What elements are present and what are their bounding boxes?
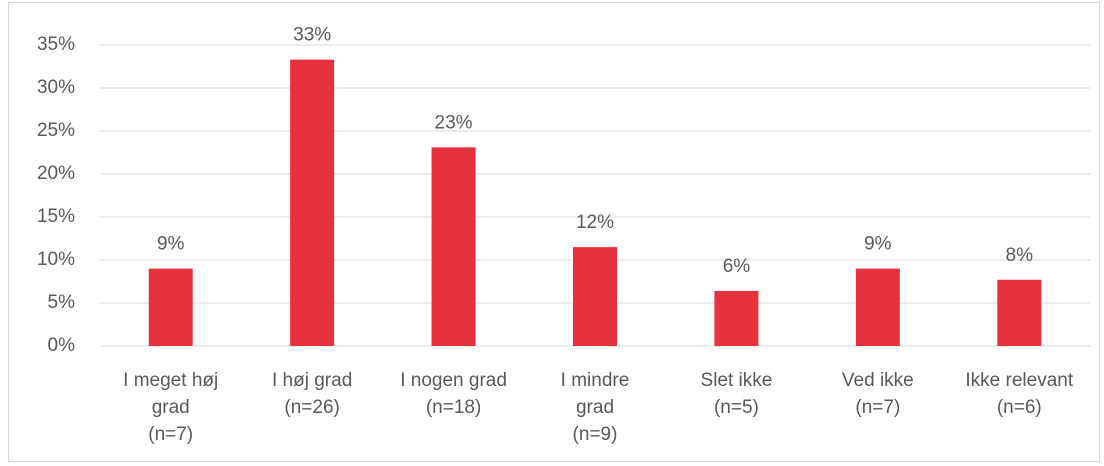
y-tick-label: 30% <box>37 77 75 98</box>
x-tick-label: I høj grad (n=26) <box>272 370 353 418</box>
data-label: 9% <box>157 234 185 255</box>
bar <box>714 290 759 346</box>
bar <box>431 147 476 346</box>
y-tick-label: 35% <box>37 34 75 55</box>
y-tick-label: 25% <box>37 120 75 141</box>
x-tick-label: Slet ikke (n=5) <box>700 370 773 418</box>
x-tick-label: I meget høj grad (n=7) <box>123 370 219 445</box>
bar <box>290 59 335 347</box>
y-tick-label: 0% <box>48 335 76 356</box>
y-tick-label: 10% <box>37 249 75 270</box>
y-tick-label: 20% <box>37 163 75 184</box>
data-label: 33% <box>293 25 331 46</box>
y-tick-label: 15% <box>37 206 75 227</box>
data-label: 6% <box>723 256 751 277</box>
x-tick-label: I nogen grad (n=18) <box>400 370 507 418</box>
data-label: 9% <box>864 234 892 255</box>
bar <box>855 268 900 346</box>
data-label: 12% <box>576 212 614 233</box>
y-tick-label: 5% <box>48 292 76 313</box>
data-label: 23% <box>435 112 473 133</box>
bar <box>148 268 193 346</box>
chart-border <box>8 2 1100 462</box>
x-tick-label: Ved ikke (n=7) <box>841 370 914 418</box>
bar <box>997 279 1042 346</box>
x-tick-label: Ikke relevant (n=6) <box>965 370 1074 418</box>
data-label: 8% <box>1006 245 1034 266</box>
bar <box>573 247 617 346</box>
x-tick-label: I mindre grad (n=9) <box>560 370 630 445</box>
